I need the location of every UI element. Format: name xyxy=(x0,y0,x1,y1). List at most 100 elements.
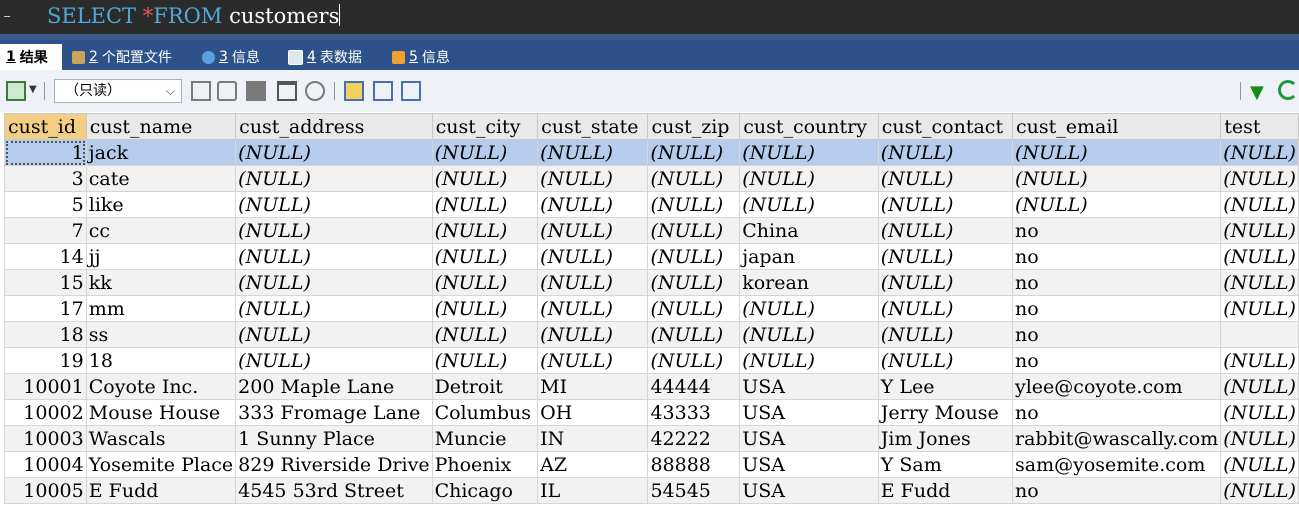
cell-cust-state[interactable]: (NULL) xyxy=(537,347,649,374)
cell-cust-id[interactable]: 10003 xyxy=(4,425,87,452)
cell-cust-country[interactable]: USA xyxy=(739,373,879,400)
cell-cust-country[interactable]: korean xyxy=(739,269,879,296)
cell-cust-name[interactable]: cc xyxy=(85,217,237,244)
tab-table-data[interactable]: 4 表数据 xyxy=(282,44,382,70)
cell-cust-city[interactable]: Columbus xyxy=(431,399,539,426)
cell-cust-zip[interactable]: 54545 xyxy=(647,477,741,504)
column-header-cust-address[interactable]: cust_address xyxy=(235,113,433,140)
cell-cust-name[interactable]: ss xyxy=(85,321,237,348)
cell-cust-id[interactable]: 18 xyxy=(4,321,87,348)
cell-cust-zip[interactable]: (NULL) xyxy=(647,191,741,218)
table-row[interactable]: 19 18 (NULL) (NULL) (NULL) (NULL) (NULL) (NULL)… xyxy=(4,347,1299,374)
cell-cust-name[interactable]: Yosemite Place xyxy=(85,451,237,478)
cell-cust-id[interactable]: 10004 xyxy=(4,451,87,478)
form-view-icon[interactable] xyxy=(373,81,393,101)
cell-cust-id[interactable]: 10001 xyxy=(4,373,87,400)
table-row[interactable]: 10003 Wascals 1 Sunny Place Muncie IN 42222 US… xyxy=(4,425,1299,452)
export-icon[interactable] xyxy=(6,81,26,101)
cell-cust-id[interactable]: 5 xyxy=(4,191,87,218)
filter-icon[interactable]: ▼ xyxy=(1250,82,1264,103)
results-grid[interactable]: cust_id cust_name cust_address cust_city cus… xyxy=(0,112,1299,516)
cell-cust-city[interactable]: (NULL) xyxy=(431,295,539,322)
cell-cust-email[interactable]: no xyxy=(1011,295,1222,322)
sql-text[interactable]: SELECT *FROM customers xyxy=(47,2,341,30)
cell-cust-zip[interactable]: (NULL) xyxy=(647,217,741,244)
cell-cust-state[interactable]: (NULL) xyxy=(537,165,649,192)
table-row[interactable]: 10001 Coyote Inc. 200 Maple Lane Detroit MI 4… xyxy=(4,373,1299,400)
cell-cust-email[interactable]: no xyxy=(1011,321,1222,348)
cell-test[interactable]: (NULL) xyxy=(1220,399,1299,426)
cell-cust-country[interactable]: USA xyxy=(739,399,879,426)
cell-cust-id[interactable]: 17 xyxy=(4,295,87,322)
table-row[interactable]: 10004 Yosemite Place 829 Riverside Drive Ph… xyxy=(4,451,1299,478)
cell-test[interactable]: (NULL) xyxy=(1220,451,1299,478)
cell-cust-contact[interactable]: (NULL) xyxy=(877,243,1014,270)
cell-cust-country[interactable]: USA xyxy=(739,451,879,478)
cell-test[interactable]: (NULL) xyxy=(1220,217,1299,244)
cell-test[interactable]: (NULL) xyxy=(1220,269,1299,296)
cell-cust-email[interactable]: no xyxy=(1011,243,1222,270)
cell-cust-country[interactable]: (NULL) xyxy=(739,321,879,348)
cell-test[interactable]: (NULL) xyxy=(1220,295,1299,322)
cell-cust-contact[interactable]: (NULL) xyxy=(877,165,1014,192)
cell-cust-zip[interactable]: (NULL) xyxy=(647,139,741,166)
cell-cust-id[interactable]: 15 xyxy=(4,269,87,296)
cell-test[interactable] xyxy=(1220,321,1299,348)
editor-splitter[interactable] xyxy=(0,34,1299,40)
column-header-cust-city[interactable]: cust_city xyxy=(431,113,539,140)
table-row[interactable]: 10005 E Fudd 4545 53rd Street Chicago IL 5454… xyxy=(4,477,1299,504)
tab-results[interactable]: 1 结果 xyxy=(0,44,62,70)
cell-test[interactable]: (NULL) xyxy=(1220,165,1299,192)
cell-cust-zip[interactable]: 88888 xyxy=(647,451,741,478)
cell-cust-contact[interactable]: Y Sam xyxy=(877,451,1014,478)
column-header-cust-id[interactable]: cust_id xyxy=(4,113,87,140)
cell-cust-email[interactable]: (NULL) xyxy=(1011,165,1222,192)
cell-cust-country[interactable]: (NULL) xyxy=(739,295,879,322)
duplicate-row-icon[interactable] xyxy=(217,81,237,101)
cancel-changes-icon[interactable] xyxy=(305,81,325,101)
cell-cust-address[interactable]: (NULL) xyxy=(235,243,433,270)
cell-cust-country[interactable]: (NULL) xyxy=(739,347,879,374)
cell-cust-id[interactable]: 7 xyxy=(4,217,87,244)
cell-cust-name[interactable]: mm xyxy=(85,295,237,322)
cell-cust-name[interactable]: E Fudd xyxy=(85,477,237,504)
cell-cust-zip[interactable]: (NULL) xyxy=(647,295,741,322)
table-row[interactable]: 10002 Mouse House 333 Fromage Lane Columbus… xyxy=(4,399,1299,426)
cell-cust-zip[interactable]: 44444 xyxy=(647,373,741,400)
cell-cust-email[interactable]: (NULL) xyxy=(1011,139,1222,166)
cell-cust-address[interactable]: 829 Riverside Drive xyxy=(235,451,433,478)
cell-test[interactable]: (NULL) xyxy=(1220,477,1299,504)
cell-cust-id[interactable]: 19 xyxy=(4,347,87,374)
cell-cust-id[interactable]: 10002 xyxy=(4,399,87,426)
cell-cust-city[interactable]: (NULL) xyxy=(431,217,539,244)
cell-test[interactable]: (NULL) xyxy=(1220,139,1299,166)
cell-cust-state[interactable]: (NULL) xyxy=(537,269,649,296)
table-row[interactable]: 5 like (NULL) (NULL) (NULL) (NULL) (NULL) (NULL… xyxy=(4,191,1299,218)
cell-cust-name[interactable]: kk xyxy=(85,269,237,296)
cell-cust-contact[interactable]: Jim Jones xyxy=(877,425,1014,452)
cell-cust-city[interactable]: (NULL) xyxy=(431,321,539,348)
cell-test[interactable]: (NULL) xyxy=(1220,425,1299,452)
cell-cust-address[interactable]: 200 Maple Lane xyxy=(235,373,433,400)
cell-cust-zip[interactable]: 42222 xyxy=(647,425,741,452)
cell-cust-state[interactable]: OH xyxy=(537,399,649,426)
cell-cust-contact[interactable]: (NULL) xyxy=(877,269,1014,296)
cell-cust-email[interactable]: no xyxy=(1011,477,1222,504)
cell-cust-city[interactable]: (NULL) xyxy=(431,243,539,270)
column-header-cust-email[interactable]: cust_email xyxy=(1011,113,1222,140)
cell-cust-id[interactable]: 3 xyxy=(4,165,87,192)
cell-cust-address[interactable]: (NULL) xyxy=(235,165,433,192)
cell-cust-country[interactable]: USA xyxy=(739,425,879,452)
cell-cust-address[interactable]: 1 Sunny Place xyxy=(235,425,433,452)
cell-cust-state[interactable]: (NULL) xyxy=(537,191,649,218)
save-icon[interactable] xyxy=(246,81,266,101)
cell-cust-state[interactable]: (NULL) xyxy=(537,217,649,244)
cell-cust-city[interactable]: Muncie xyxy=(431,425,539,452)
cell-cust-id[interactable]: 10005 xyxy=(4,477,87,504)
cell-cust-contact[interactable]: (NULL) xyxy=(877,139,1014,166)
mode-select[interactable]: （只读） ⌵ xyxy=(54,79,182,103)
cell-cust-contact[interactable]: (NULL) xyxy=(877,295,1014,322)
cell-cust-name[interactable]: Wascals xyxy=(85,425,237,452)
cell-cust-city[interactable]: Detroit xyxy=(431,373,539,400)
cell-cust-zip[interactable]: (NULL) xyxy=(647,321,741,348)
